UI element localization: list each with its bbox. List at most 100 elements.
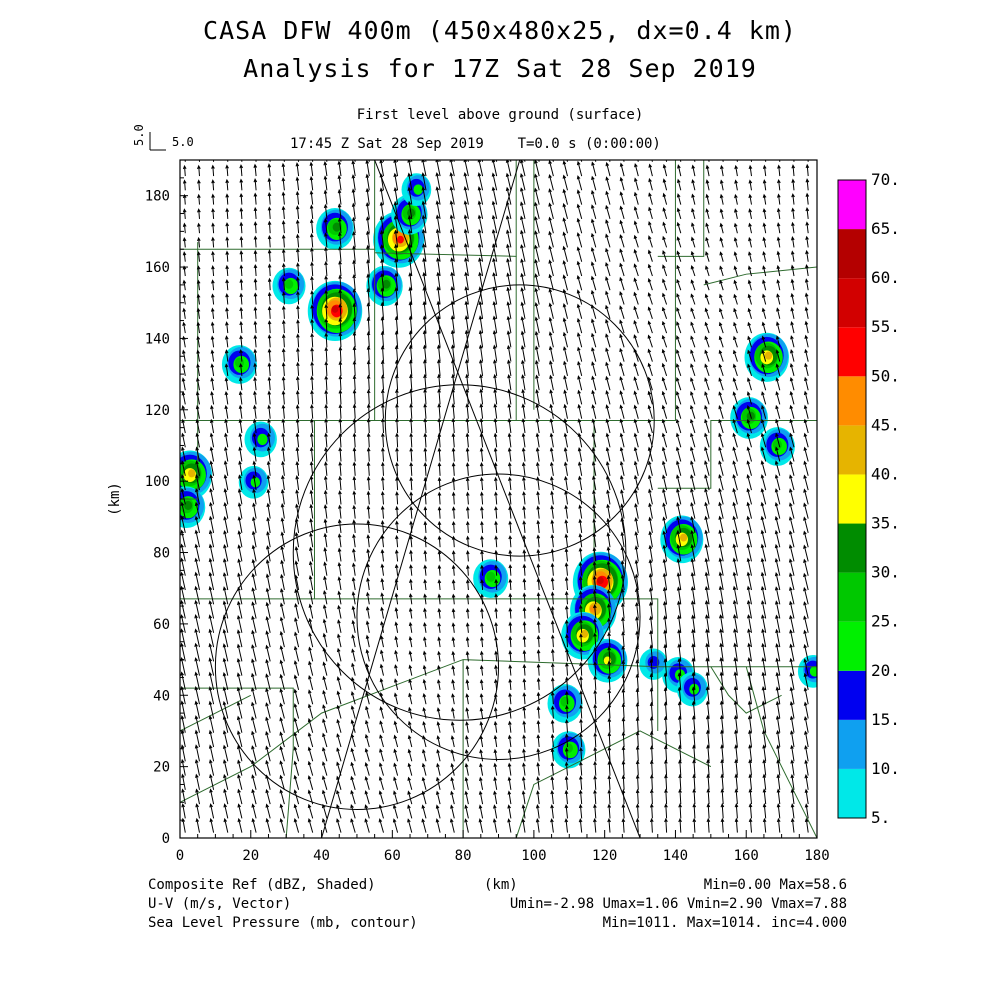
county-line — [657, 419, 817, 489]
reflectivity-contour — [187, 469, 196, 478]
x-tick-label: 80 — [455, 848, 472, 864]
county-line — [180, 242, 199, 500]
storm-cell — [316, 208, 354, 250]
range-ring — [384, 284, 655, 557]
reflectivity-contour — [257, 433, 268, 446]
storm-cell — [551, 731, 586, 769]
reflectivity-contour — [284, 279, 294, 289]
colorbar-label: 65. — [871, 219, 900, 238]
reflectivity-contour — [764, 351, 773, 360]
storm-cell — [244, 421, 277, 458]
footer-field-1: Composite Ref (dBZ, Shaded) — [148, 877, 376, 893]
x-tick-label: 160 — [734, 848, 759, 864]
y-tick-label: 160 — [145, 260, 170, 276]
colorbar-label: 60. — [871, 268, 900, 287]
colorbar-label: 20. — [871, 661, 900, 680]
reflectivity-contour — [597, 576, 604, 585]
colorbar-label: 10. — [871, 759, 900, 778]
storm-cell — [180, 486, 206, 529]
colorbar-label: 40. — [871, 464, 900, 483]
reflectivity-contour — [679, 533, 688, 542]
colorbar-label: 30. — [871, 563, 900, 582]
title-line-2: Analysis for 17Z Sat 28 Sep 2019 — [243, 54, 757, 83]
radial-line — [321, 160, 521, 838]
x-tick-label: 40 — [313, 848, 330, 864]
x-axis-label: (km) — [484, 877, 518, 893]
colorbar-segment — [838, 572, 866, 622]
y-tick-label: 120 — [145, 403, 170, 419]
colorbar-segment — [838, 229, 866, 279]
y-tick-label: 140 — [145, 331, 170, 347]
y-axis-label: (km) — [107, 482, 123, 516]
storm-cell — [730, 397, 768, 439]
y-tick-label: 80 — [153, 546, 170, 562]
colorbar-label: 35. — [871, 514, 900, 533]
footer-stats-2: Umin=-2.98 Umax=1.06 Vmin=2.90 Vmax=7.88 — [509, 896, 847, 912]
footer-field-2: U-V (m/s, Vector) — [148, 896, 292, 912]
colorbar-segment — [838, 327, 866, 377]
title-line-1: CASA DFW 400m (450x480x25, dx=0.4 km) — [203, 16, 797, 45]
valid-time: 17:45 Z Sat 28 Sep 2019 T=0.0 s (0:00:00… — [290, 136, 661, 152]
reflectivity-contour — [184, 500, 193, 510]
storm-cell — [587, 638, 628, 683]
colorbar-label: 15. — [871, 710, 900, 729]
reflectivity-contour — [486, 571, 496, 582]
colorbar-segment — [838, 376, 866, 426]
x-tick-label: 0 — [176, 848, 184, 864]
colorbar-label: 50. — [871, 366, 900, 385]
county-line — [180, 659, 658, 803]
reflectivity-contour — [382, 279, 391, 289]
reflectivity-contour — [331, 305, 339, 313]
wind-vector-field — [180, 160, 810, 833]
colorbar-segment — [838, 474, 866, 524]
x-tick-label: 20 — [242, 848, 259, 864]
vector-scale-vertical-label: 5.0 — [132, 124, 146, 146]
storm-cell — [238, 465, 269, 499]
colorbar-segment — [838, 523, 866, 573]
storm-cell — [660, 515, 704, 564]
colorbar-frame — [837, 179, 867, 819]
y-tick-label: 100 — [145, 474, 170, 490]
colorbar: 5. 10. 15. 20. 25. 30. 35. 40. 45. 50. 55. 60. 65. 70… — [837, 170, 900, 827]
reflectivity-contour — [647, 655, 660, 669]
y-tick-label: 60 — [153, 617, 170, 633]
colorbar-label: 45. — [871, 415, 900, 434]
y-tick-label: 20 — [153, 760, 170, 776]
x-tick-label: 140 — [663, 848, 688, 864]
x-tick-label: 180 — [804, 848, 829, 864]
colorbar-label: 55. — [871, 317, 900, 336]
colorbar-segment — [838, 180, 866, 230]
reflectivity-contour — [580, 629, 589, 638]
wind-vectors — [180, 160, 810, 833]
county-line — [703, 266, 817, 286]
county-line — [745, 666, 817, 838]
footer-stats-3: Min=1011. Max=1014. inc=4.000 — [602, 915, 847, 931]
colorbar-segment — [838, 768, 866, 818]
footer-stats-1: Min=0.00 Max=58.6 — [703, 877, 847, 893]
reflectivity-contour — [413, 184, 423, 195]
y-tick-label: 40 — [153, 688, 170, 704]
level-subtitle: First level above ground (surface) — [356, 107, 644, 123]
storm-cell — [547, 684, 583, 723]
colorbar-label: 5. — [871, 808, 890, 827]
y-tick-label: 0 — [162, 831, 170, 847]
storm-cell — [221, 345, 257, 384]
storm-cell — [401, 173, 432, 207]
radial-line — [374, 160, 641, 838]
y-tick-label: 180 — [145, 189, 170, 205]
colorbar-segment — [838, 621, 866, 671]
colorbar-segment — [838, 278, 866, 328]
x-tick-label: 120 — [592, 848, 617, 864]
vector-scale-label: 5.0 — [172, 135, 194, 149]
reflectivity-contour — [250, 477, 261, 488]
county-line — [180, 694, 252, 732]
colorbar-segment — [838, 719, 866, 769]
storm-cell — [272, 267, 306, 305]
storm-cell — [797, 654, 817, 688]
county-line — [515, 730, 712, 838]
county-boundaries — [180, 160, 817, 838]
reflectivity-contour — [332, 222, 341, 232]
colorbar-segment — [838, 425, 866, 475]
range-ring — [356, 473, 641, 760]
